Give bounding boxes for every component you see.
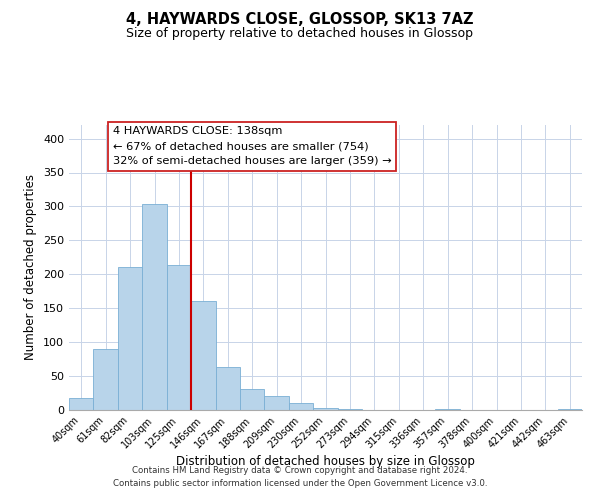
Bar xyxy=(240,389,265,410)
Bar xyxy=(289,403,313,410)
Bar xyxy=(167,265,191,410)
X-axis label: Distribution of detached houses by size in Glossop: Distribution of detached houses by size … xyxy=(176,456,475,468)
Text: Size of property relative to detached houses in Glossop: Size of property relative to detached ho… xyxy=(127,28,473,40)
Bar xyxy=(142,204,167,410)
Bar xyxy=(436,408,460,410)
Bar xyxy=(191,302,215,410)
Bar xyxy=(94,349,118,410)
Bar xyxy=(313,408,338,410)
Text: 4, HAYWARDS CLOSE, GLOSSOP, SK13 7AZ: 4, HAYWARDS CLOSE, GLOSSOP, SK13 7AZ xyxy=(126,12,474,28)
Bar xyxy=(118,267,142,410)
Bar xyxy=(69,398,94,410)
Y-axis label: Number of detached properties: Number of detached properties xyxy=(25,174,37,360)
Text: 4 HAYWARDS CLOSE: 138sqm
← 67% of detached houses are smaller (754)
32% of semi-: 4 HAYWARDS CLOSE: 138sqm ← 67% of detach… xyxy=(113,126,391,166)
Bar xyxy=(265,396,289,410)
Text: Contains HM Land Registry data © Crown copyright and database right 2024.
Contai: Contains HM Land Registry data © Crown c… xyxy=(113,466,487,487)
Bar xyxy=(215,366,240,410)
